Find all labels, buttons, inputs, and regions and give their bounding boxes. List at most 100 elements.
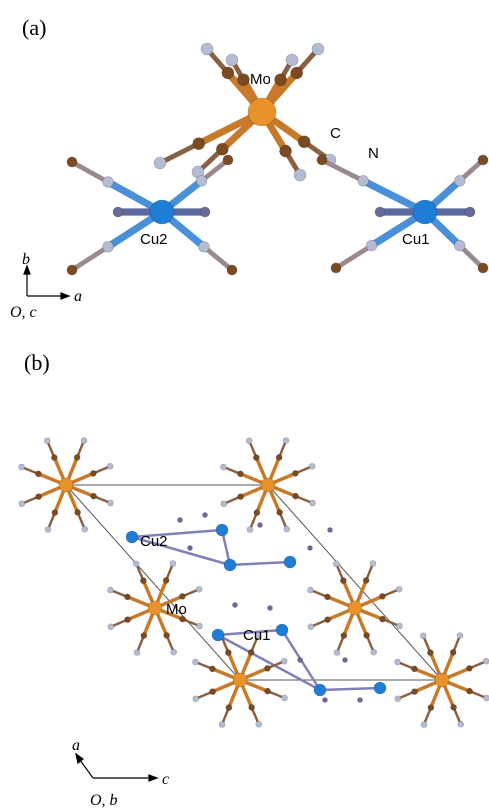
cu-atom: [212, 629, 224, 641]
carbon-atom: [216, 143, 228, 155]
nitrogen-atom: [309, 463, 315, 469]
cu-atom: [374, 682, 386, 694]
ligand-atom: [375, 207, 385, 217]
cu-atom: [126, 531, 138, 543]
nitrogen-atom: [133, 561, 139, 567]
nitrogen-atom: [44, 438, 50, 444]
ligand-atom: [328, 528, 333, 533]
nitrogen-atom: [196, 586, 202, 592]
cu-atom: [284, 556, 296, 568]
nitrogen-atom: [103, 241, 114, 252]
carbon-atom: [238, 494, 244, 500]
ligand-atom: [200, 207, 210, 217]
carbon-atom: [427, 650, 433, 656]
carbon-atom: [237, 471, 243, 477]
carbon-atom: [67, 157, 77, 167]
carbon-atom: [467, 688, 473, 694]
carbon-atom: [223, 155, 233, 165]
mo-atom: [261, 478, 275, 492]
carbon-atom: [265, 688, 271, 694]
carbon-atom: [227, 265, 237, 275]
carbon-atom: [35, 471, 41, 477]
carbon-atom: [141, 633, 147, 639]
nitrogen-atom: [154, 157, 166, 169]
carbon-atom: [276, 454, 282, 460]
nitrogen-atom: [226, 54, 238, 66]
carbon-atom: [51, 455, 57, 461]
arrow-head: [61, 293, 69, 299]
carbon-atom: [412, 689, 418, 695]
mo-atom: [233, 673, 247, 687]
nitrogen-atom: [192, 659, 198, 665]
nitrogen-atom: [371, 649, 377, 655]
nitrogen-atom: [256, 721, 262, 727]
ligand-atom: [298, 658, 303, 663]
nitrogen-atom: [170, 560, 176, 566]
carbon-atom: [226, 705, 232, 711]
atom-label: Cu1: [243, 627, 271, 644]
carbon-atom: [74, 454, 80, 460]
nitrogen-atom: [81, 437, 87, 443]
nitrogen-atom: [395, 696, 401, 702]
nitrogen-atom: [394, 659, 400, 665]
structure: [18, 43, 489, 728]
carbon-atom: [380, 616, 386, 622]
nitrogen-atom: [484, 695, 489, 701]
bond: [322, 160, 363, 181]
nitrogen-atom: [171, 649, 177, 655]
mo-atom: [435, 673, 449, 687]
nitrogen-atom: [193, 696, 199, 702]
axis-arrow: [80, 760, 93, 778]
nitrogen-atom: [454, 175, 465, 186]
arrow-head: [76, 754, 83, 763]
carbon-atom: [325, 617, 331, 623]
atom-label: C: [330, 125, 341, 142]
axis-label: b: [22, 251, 30, 268]
nitrogen-atom: [108, 500, 114, 506]
bond: [336, 246, 372, 268]
carbon-atom: [478, 263, 488, 273]
bond: [72, 162, 108, 182]
bond: [160, 144, 199, 163]
ligand-atom: [465, 207, 475, 217]
nitrogen-atom: [294, 169, 306, 181]
carbon-atom: [124, 594, 130, 600]
carbon-atom: [280, 145, 292, 157]
cu-atom: [314, 684, 326, 696]
nitrogen-atom: [483, 658, 489, 664]
nitrogen-atom: [134, 650, 140, 656]
carbon-atom: [451, 704, 457, 710]
nitrogen-atom: [45, 527, 51, 533]
carbon-atom: [248, 649, 254, 655]
nitrogen-atom: [458, 721, 464, 727]
ligand-atom: [178, 518, 183, 523]
carbon-atom: [75, 509, 81, 515]
ligand-atom: [358, 698, 363, 703]
carbon-atom: [428, 705, 434, 711]
carbon-atom: [364, 632, 370, 638]
mo-atom: [59, 478, 73, 492]
nitrogen-atom: [19, 501, 25, 507]
ligand-atom: [113, 207, 123, 217]
ligand-atom: [308, 546, 313, 551]
bond: [320, 688, 380, 690]
carbon-atom: [379, 593, 385, 599]
nitrogen-atom: [219, 722, 225, 728]
nitrogen-atom: [286, 54, 298, 66]
carbon-atom: [52, 510, 58, 516]
cu-atom: [276, 624, 288, 636]
carbon-atom: [292, 470, 298, 476]
nitrogen-atom: [334, 650, 340, 656]
nitrogen-atom: [366, 240, 377, 251]
nitrogen-atom: [108, 624, 114, 630]
carbon-atom: [340, 578, 346, 584]
cu-atom: [413, 200, 437, 224]
ligand-atom: [323, 698, 328, 703]
axis-label: O, b: [90, 792, 118, 809]
nitrogen-atom: [283, 437, 289, 443]
carbon-atom: [90, 470, 96, 476]
carbon-atom: [36, 494, 42, 500]
bond: [230, 562, 290, 565]
bond: [72, 247, 108, 270]
nitrogen-atom: [220, 464, 226, 470]
